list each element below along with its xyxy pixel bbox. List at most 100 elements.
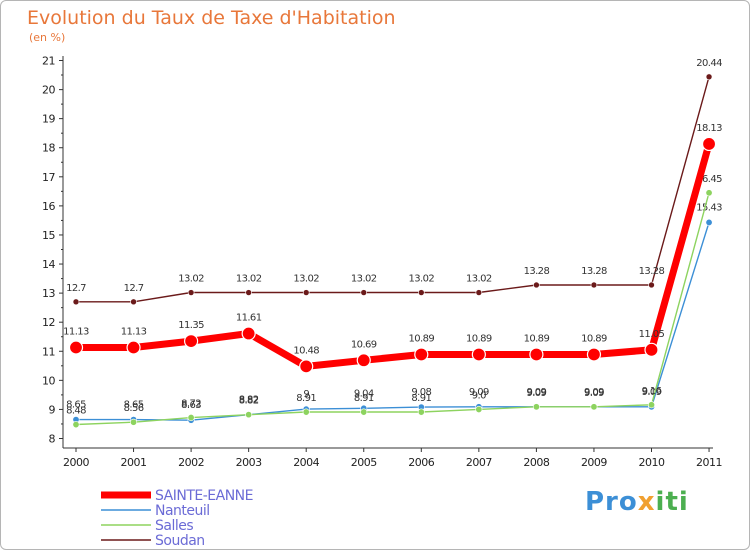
point-soudan-2007 xyxy=(475,289,483,296)
point-salles-2000 xyxy=(72,421,80,429)
data-label-nanteuil-2011: 15.43 xyxy=(696,202,722,213)
data-label-nanteuil-2005: 9.04 xyxy=(354,388,374,399)
data-label-sainte-eanne-2010: 11.05 xyxy=(639,329,665,340)
data-label-sainte-eanne-2005: 10.69 xyxy=(351,339,377,350)
data-label-salles-2000: 8.48 xyxy=(66,406,86,417)
data-label-soudan-2006: 13.02 xyxy=(408,274,434,285)
data-label-sainte-eanne-2001: 11.13 xyxy=(121,326,147,337)
data-label-soudan-2001: 12.7 xyxy=(124,283,144,294)
point-sainte-eanne-2004 xyxy=(299,359,314,374)
point-soudan-2009 xyxy=(590,281,598,289)
point-salles-2005 xyxy=(360,408,368,416)
data-label-nanteuil-2008: 9.09 xyxy=(526,387,546,398)
point-soudan-2001 xyxy=(130,298,137,306)
data-label-soudan-2011: 20.44 xyxy=(696,58,722,69)
chart-subtitle: (en %) xyxy=(29,31,66,44)
data-label-soudan-2003: 13.02 xyxy=(236,274,262,285)
data-label-soudan-2007: 13.02 xyxy=(466,274,492,285)
point-soudan-2010 xyxy=(648,281,655,289)
x-tick-label-2004: 2004 xyxy=(293,456,319,469)
point-sainte-eanne-2002 xyxy=(184,333,199,349)
brand-part-3: iti xyxy=(655,487,689,517)
point-soudan-2002 xyxy=(187,289,195,296)
series-line-nanteuil xyxy=(76,222,710,421)
series-line-sainte-eanne xyxy=(76,143,713,370)
x-tick-label-2009: 2009 xyxy=(581,456,607,469)
x-tick-label-2000: 2000 xyxy=(63,456,89,469)
point-sainte-eanne-2011 xyxy=(701,136,717,152)
data-label-nanteuil-2004: 9 xyxy=(303,389,309,400)
point-salles-2011 xyxy=(705,189,713,197)
point-nanteuil-2011 xyxy=(705,218,713,226)
y-tick-label-12: 12 xyxy=(42,316,55,329)
data-label-salles-2001: 8.56 xyxy=(124,403,144,414)
point-salles-2004 xyxy=(302,408,310,416)
y-tick-label-17: 17 xyxy=(42,171,55,184)
data-label-nanteuil-2010: 9.09 xyxy=(642,387,662,398)
data-label-soudan-2009: 13.28 xyxy=(581,266,607,277)
legend-label-sainte-eanne: SAINTE-EANNE xyxy=(155,488,253,504)
point-salles-2009 xyxy=(590,403,598,411)
data-label-nanteuil-2009: 9.09 xyxy=(584,387,604,398)
y-tick-label-13: 13 xyxy=(42,287,55,300)
data-label-sainte-eanne-2008: 10.89 xyxy=(524,333,550,344)
y-tick-label-10: 10 xyxy=(42,374,55,387)
x-tick-label-2001: 2001 xyxy=(121,456,147,469)
y-tick-label-11: 11 xyxy=(42,345,55,358)
point-salles-2006 xyxy=(417,408,425,416)
data-label-sainte-eanne-2011: 18.13 xyxy=(696,123,722,134)
point-sainte-eanne-2003 xyxy=(241,326,256,341)
legend-label-nanteuil: Nanteuil xyxy=(155,503,210,519)
y-tick-label-18: 18 xyxy=(42,142,55,155)
data-label-sainte-eanne-2003: 11.61 xyxy=(236,313,262,324)
data-label-salles-2005: 8.91 xyxy=(354,393,374,404)
point-soudan-2003 xyxy=(245,289,252,296)
data-label-salles-2008: 9.09 xyxy=(526,388,546,399)
point-sainte-eanne-2001 xyxy=(126,340,141,355)
point-sainte-eanne-2006 xyxy=(414,347,429,362)
data-label-soudan-2005: 13.02 xyxy=(351,274,377,285)
data-label-sainte-eanne-2006: 10.89 xyxy=(408,333,434,344)
y-tick-label-9: 9 xyxy=(49,403,56,416)
y-tick-label-19: 19 xyxy=(42,113,55,126)
data-label-sainte-eanne-2000: 11.13 xyxy=(63,326,89,337)
x-tick-label-2005: 2005 xyxy=(351,456,377,469)
data-label-salles-2007: 9.0 xyxy=(472,390,486,401)
point-salles-2003 xyxy=(245,411,253,419)
y-tick-label-15: 15 xyxy=(42,229,55,242)
point-sainte-eanne-2008 xyxy=(529,347,544,362)
data-label-soudan-2008: 13.28 xyxy=(524,266,550,277)
series-line-soudan xyxy=(76,76,710,303)
point-soudan-2006 xyxy=(417,289,425,296)
chart-title: Evolution du Taux de Taxe d'Habitation xyxy=(27,7,396,29)
data-label-sainte-eanne-2007: 10.89 xyxy=(466,333,492,344)
point-salles-2001 xyxy=(130,418,138,426)
point-salles-2002 xyxy=(187,414,195,422)
legend-label-salles: Salles xyxy=(155,518,193,534)
data-label-sainte-eanne-2004: 10.48 xyxy=(293,345,319,356)
point-soudan-2000 xyxy=(72,298,80,306)
data-label-salles-2003: 8.82 xyxy=(239,396,259,407)
legend-label-soudan: Soudan xyxy=(155,533,205,549)
point-sainte-eanne-2010 xyxy=(644,342,659,357)
data-label-nanteuil-2007: 9.09 xyxy=(469,387,489,398)
data-label-salles-2010: 9.16 xyxy=(642,386,662,397)
point-sainte-eanne-2005 xyxy=(356,353,371,368)
brand-part-2: x xyxy=(637,487,656,517)
y-tick-label-8: 8 xyxy=(49,433,56,446)
point-soudan-2005 xyxy=(360,289,368,296)
brand-part-1: Pro xyxy=(585,487,638,517)
x-tick-label-2003: 2003 xyxy=(236,456,262,469)
x-tick-label-2008: 2008 xyxy=(523,456,549,469)
point-soudan-2008 xyxy=(533,281,540,289)
data-label-nanteuil-2006: 9.08 xyxy=(411,387,431,398)
data-label-sainte-eanne-2009: 10.89 xyxy=(581,333,607,344)
data-label-soudan-2000: 12.7 xyxy=(66,283,86,294)
point-sainte-eanne-2009 xyxy=(586,347,602,362)
data-label-soudan-2002: 13.02 xyxy=(178,274,204,285)
y-tick-label-20: 20 xyxy=(42,84,55,97)
data-label-nanteuil-2003: 8.82 xyxy=(239,395,259,406)
data-label-salles-2011: 16.45 xyxy=(696,174,722,185)
